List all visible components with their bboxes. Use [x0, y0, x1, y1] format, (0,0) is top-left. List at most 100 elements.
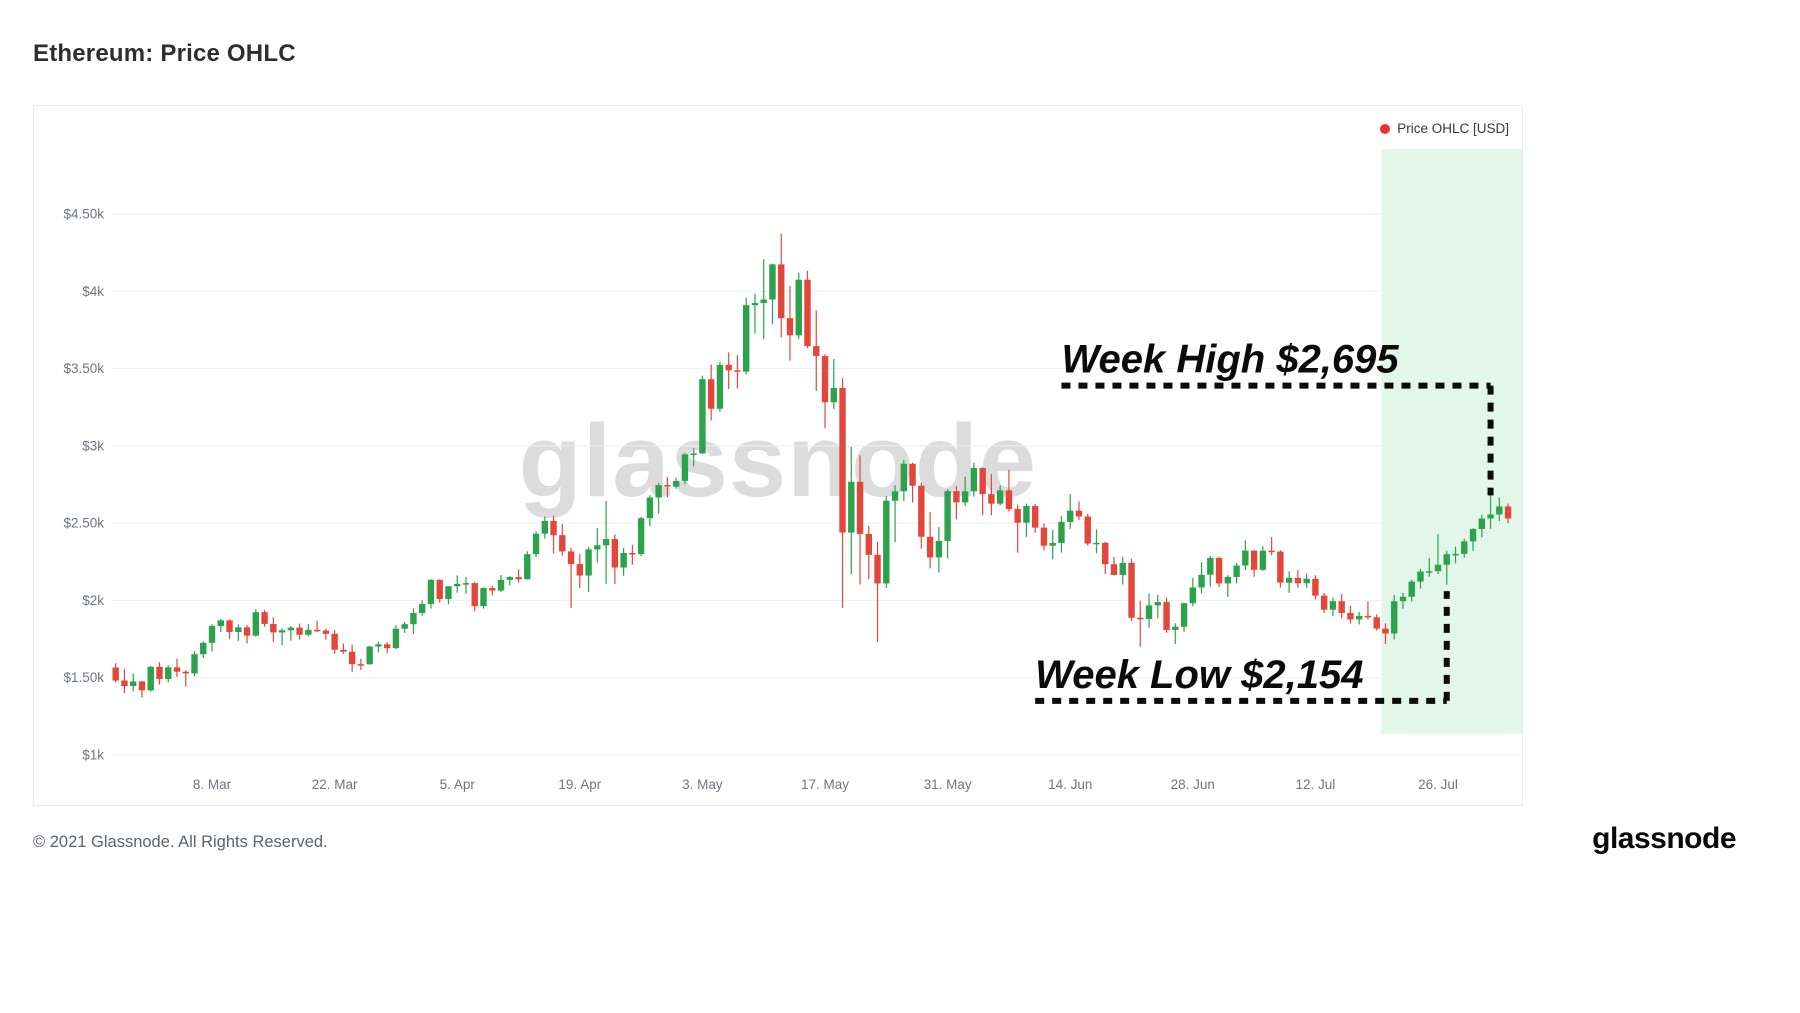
candle-body — [243, 627, 251, 636]
candle-body — [165, 667, 172, 679]
candle-body — [550, 520, 557, 536]
candle-body — [427, 579, 435, 604]
candle-body — [1005, 490, 1013, 510]
gridlines — [112, 213, 1522, 756]
candle-body — [883, 500, 890, 584]
candle-body — [707, 379, 715, 409]
candle-body — [375, 644, 382, 647]
candle-body — [532, 533, 540, 555]
candle-body — [585, 549, 592, 576]
x-tick-label: 5. Apr — [440, 777, 476, 792]
candle-body — [331, 633, 338, 650]
candle-body — [340, 649, 347, 652]
y-tick-label: $3.50k — [63, 361, 104, 376]
candle-body — [830, 387, 837, 403]
candle-body — [1434, 564, 1442, 572]
candle-body — [918, 485, 925, 537]
candle-body — [734, 370, 741, 372]
week-high-label: Week High $2,695 — [1061, 338, 1399, 382]
candle-body — [620, 552, 627, 568]
candle-body — [1163, 602, 1170, 630]
candle-body — [988, 494, 995, 504]
candle-body — [138, 681, 146, 691]
candle-body — [690, 453, 697, 455]
candle-body — [270, 623, 277, 633]
legend-label: Price OHLC [USD] — [1397, 121, 1509, 136]
candle-body — [821, 356, 829, 403]
candle-body — [1338, 601, 1345, 613]
candle-body — [182, 671, 189, 674]
candle-body — [541, 520, 548, 534]
candle-body — [1250, 550, 1258, 570]
candle-body — [156, 666, 163, 679]
candle-body — [147, 666, 154, 691]
candle-body — [1329, 601, 1337, 610]
candle-body — [1058, 521, 1065, 543]
x-tick-label: 8. Mar — [193, 777, 232, 792]
candle-body — [1469, 529, 1477, 542]
candle-body — [795, 279, 802, 336]
candle-body — [953, 491, 960, 503]
candle-body — [1145, 605, 1153, 619]
candle-body — [769, 264, 776, 300]
legend-item[interactable]: Price OHLC [USD] — [1380, 121, 1509, 136]
candle-body — [594, 545, 601, 550]
x-tick-label: 22. Mar — [312, 777, 358, 792]
candle-body — [1408, 581, 1415, 597]
candle-body — [1049, 542, 1056, 546]
candle-body — [1426, 571, 1433, 573]
y-tick-label: $1k — [82, 748, 104, 763]
candle-body — [515, 577, 522, 580]
candle-body — [1224, 576, 1232, 584]
candle-body — [1198, 574, 1205, 588]
candle-body — [278, 630, 286, 633]
candle-body — [410, 612, 417, 625]
candle-body — [1154, 602, 1161, 606]
candle-body — [979, 467, 986, 495]
candle-body — [348, 651, 356, 665]
candle-body — [1242, 550, 1249, 566]
candle-body — [865, 533, 873, 555]
x-tick-label: 17. May — [801, 777, 849, 792]
candle-body — [1084, 516, 1091, 544]
candle-body — [1172, 626, 1179, 630]
candle-body — [1312, 578, 1319, 596]
candle-body — [313, 629, 321, 632]
candle-body — [839, 387, 846, 533]
candle-body — [130, 681, 137, 687]
candle-body — [1320, 595, 1328, 610]
candle-body — [1355, 615, 1363, 620]
ohlc-chart[interactable]: $1k $1.50k $2k $2.50k $3k $3.50k $4k $4.50k 8. M… — [34, 106, 1522, 805]
candle-body — [611, 539, 619, 568]
candle-body — [1067, 510, 1074, 522]
week-low-label: Week Low $2,154 — [1035, 653, 1363, 697]
candle-body — [121, 680, 128, 687]
annotations: Week High $2,695 Week Low $2,154 — [1035, 338, 1494, 704]
y-tick-label: $2k — [82, 593, 104, 608]
candle-body — [1023, 505, 1030, 523]
candle-body — [751, 303, 759, 306]
candle-body — [392, 628, 400, 649]
candle-body — [856, 481, 864, 534]
candle-body — [322, 630, 330, 634]
candle-body — [471, 583, 478, 607]
candle-body — [778, 264, 785, 319]
candle-body — [576, 564, 584, 576]
candle-body — [1443, 554, 1450, 565]
candle-body — [261, 612, 268, 624]
x-tick-label: 31. May — [924, 777, 972, 792]
candle-body — [900, 463, 908, 492]
candle-body — [1119, 562, 1126, 575]
y-tick-label: $1.50k — [63, 670, 104, 685]
candles[interactable] — [112, 233, 1512, 698]
candle-body — [1294, 577, 1302, 584]
candle-body — [217, 620, 224, 627]
candle-body — [996, 490, 1004, 504]
candle-body — [1215, 557, 1223, 584]
candle-body — [296, 627, 303, 635]
candle-body — [716, 364, 724, 409]
candle-body — [112, 667, 119, 681]
candle-body — [287, 627, 295, 631]
x-axis-labels: 8. Mar 22. Mar 5. Apr 19. Apr 3. May 17. May 3… — [193, 777, 1458, 792]
candle-body — [602, 539, 610, 546]
